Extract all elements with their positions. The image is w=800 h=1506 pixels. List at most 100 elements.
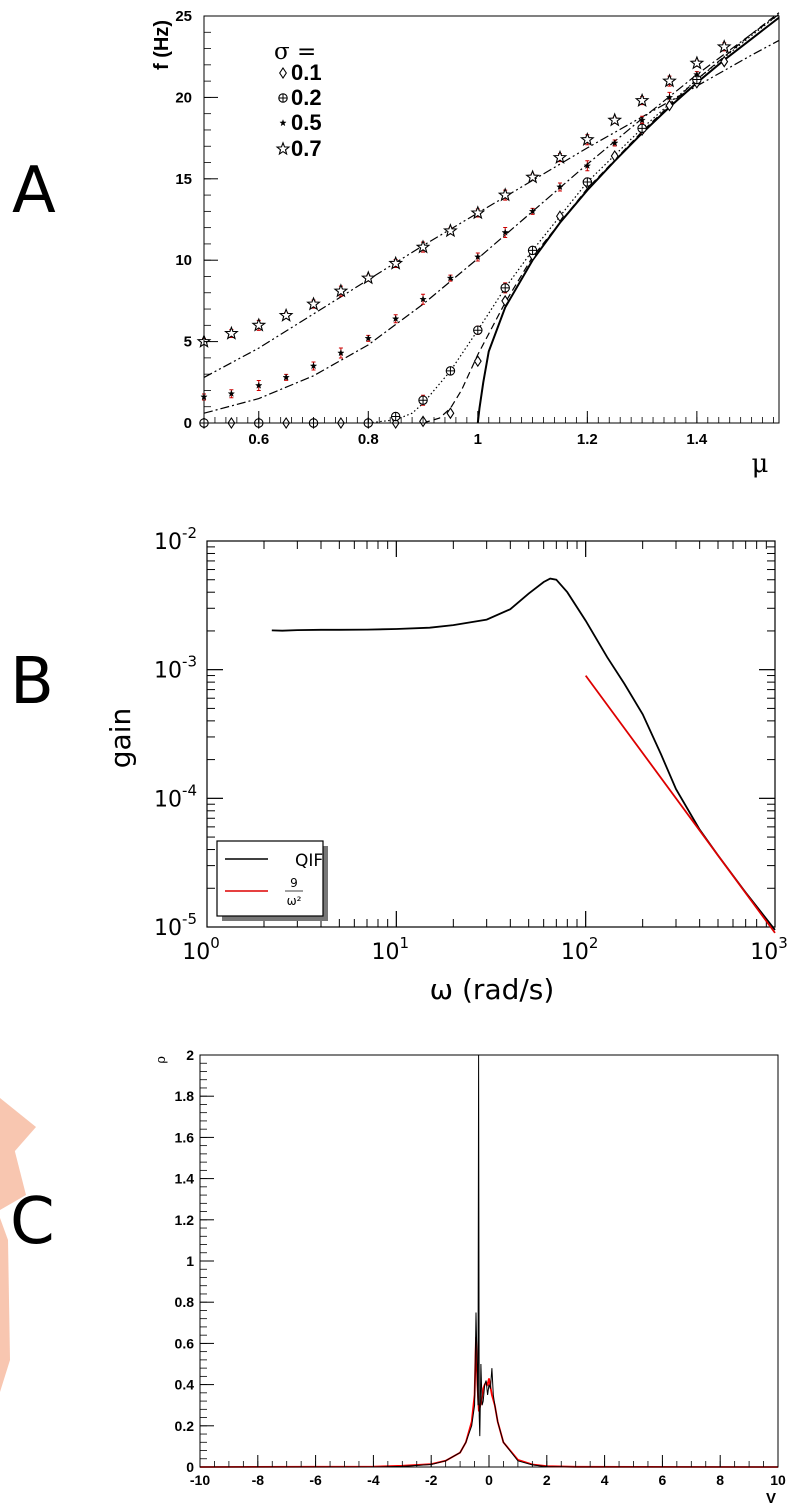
panel-a-ytick-label: 0 (184, 415, 192, 432)
panel-a-point-sigma-0.2 (418, 395, 428, 405)
panel-a-point-sigma-0.2 (692, 74, 702, 85)
panel-c-xtick-label: -2 (425, 1472, 438, 1488)
panel-a-xtick-label: 0.8 (358, 431, 379, 448)
panel-a-point-sigma-0.7 (470, 205, 486, 220)
panel-b-ytick-label: 10-4 (154, 781, 197, 812)
panel-c-xtick-label: -8 (252, 1472, 265, 1488)
panel-c-xtick-label: 6 (659, 1472, 667, 1488)
panel-a-legend-label: 0.5 (291, 110, 322, 135)
panel-a-theory-curve-dashdot (203, 13, 780, 414)
panel-a-point-sigma-0.7 (333, 283, 349, 298)
panel-c-chart: -10 -8 -6 -4 -2 0 2 4 6 8 10 0 0.2 0.4 0.6 0.8 1 1.2 1.4 1… (154, 1047, 786, 1506)
panel-a-point-sigma-0.2 (637, 123, 647, 134)
panel-b-series-qif (271, 577, 776, 931)
panel-a-point-sigma-0.5 (446, 274, 455, 282)
panel-a-point-sigma-0.5 (665, 93, 674, 101)
panel-c-ytick-label: 0.4 (175, 1377, 195, 1393)
panel-a-legend-label: 0.1 (291, 60, 322, 85)
panel-a-point-sigma-0.7 (251, 317, 267, 332)
panel-a-point-sigma-0.5 (391, 314, 400, 322)
panel-c-ytick-label: 0.6 (175, 1335, 195, 1351)
panel-label-b: B (10, 645, 54, 719)
panel-a-point-sigma-0.7 (634, 92, 650, 107)
panel-a-point-sigma-0.5 (364, 334, 372, 342)
panel-a-point-sigma-0.7 (224, 325, 239, 340)
decorative-shape-bottom (0, 1218, 10, 1392)
panel-a-point-sigma-0.7 (306, 296, 321, 311)
panel-a-theory-curve-dashed (422, 12, 780, 424)
panel-a-point-sigma-0.1 (665, 99, 674, 112)
tick-base: 10 (154, 787, 182, 812)
panel-a-point-sigma-0.2-cross (637, 124, 647, 133)
tick-base: 10 (750, 940, 778, 965)
panel-a-theory-curve-dashdotdot (203, 39, 780, 378)
panel-c-ytick-label: 1.8 (175, 1088, 195, 1104)
panel-a-point-sigma-0.7 (388, 255, 404, 270)
panel-a-legend: σ = 0.10.20.50.7 (274, 39, 322, 161)
panel-a-frame (203, 15, 780, 424)
panel-c-xtick-label: -6 (309, 1472, 322, 1488)
panel-b-xtick-label: 103 (750, 934, 788, 965)
panel-b-ylabel: gain (104, 708, 137, 768)
tick-exponent: 0 (210, 934, 220, 952)
panel-b-legend-fit-denominator: ω² (287, 894, 302, 908)
panel-a-point-sigma-0.7 (442, 223, 458, 238)
panel-c-xtick-label: 0 (485, 1472, 493, 1488)
panel-a-point-sigma-0.1 (720, 55, 729, 68)
panel-c-ytick-label: 0.8 (175, 1294, 195, 1310)
panel-a-point-sigma-0.5 (528, 207, 537, 215)
panel-c-xlabel: V (766, 1490, 776, 1506)
panel-c-ytick-label: 1.6 (175, 1129, 195, 1145)
panel-a-point-sigma-0.2 (582, 177, 593, 187)
panel-b-legend-label-qif: QIF (295, 851, 323, 871)
panel-a-point-sigma-0.2-cross (391, 412, 400, 421)
tick-base: 10 (154, 916, 182, 941)
panel-b-xlabel: ω (rad/s) (430, 973, 555, 1006)
panel-a-point-sigma-0.5 (419, 295, 427, 303)
panel-a-point-sigma-0.5 (638, 116, 646, 124)
panel-b-ytick-label: 10-5 (154, 910, 197, 941)
panel-a-point-sigma-0.2-cross (446, 366, 455, 376)
tick-exponent: 2 (589, 934, 599, 952)
panel-a-point-sigma-0.2 (390, 411, 401, 422)
panel-a-point-sigma-0.2-cross (528, 246, 537, 255)
panel-a-legend-marker (279, 119, 287, 127)
panel-a-point-sigma-0.2-cross (418, 396, 428, 405)
panel-c-ytick-label: 1 (186, 1253, 194, 1269)
panel-a-legend-label: 0.2 (291, 85, 322, 110)
panel-a-point-sigma-0.1 (555, 210, 564, 223)
panel-a-ylabel: f (Hz) (151, 20, 173, 70)
panel-b-ytick-label: 10-3 (154, 653, 197, 684)
panel-a-point-sigma-0.7 (579, 131, 595, 146)
panel-a-ytick-label: 20 (175, 89, 192, 106)
panel-a-point-sigma-0.2 (473, 325, 483, 335)
decorative-shape-middle (0, 1140, 26, 1210)
panel-a-point-sigma-0.5 (501, 228, 509, 236)
panel-a-point-sigma-0.7 (525, 169, 541, 184)
tick-exponent: -4 (182, 781, 197, 799)
panel-c-ytick-label: 1.2 (175, 1212, 195, 1228)
panel-a-point-sigma-0.2-cross (692, 75, 702, 84)
panel-b-legend-fit-numerator: 9 (290, 876, 298, 890)
panel-a-point-sigma-0.7 (607, 112, 623, 127)
panel-c-xtick-label: 8 (716, 1472, 724, 1488)
panel-label-a: A (12, 154, 56, 228)
panel-a-point-sigma-0.5 (474, 253, 482, 261)
panel-a-legend-marker-cross (278, 93, 288, 103)
tick-base: 10 (561, 940, 589, 965)
panel-a-point-sigma-0.1 (501, 294, 510, 307)
panel-a-xtick-label: 1.4 (686, 431, 708, 448)
panel-a-theory-curve-solid (476, 16, 780, 424)
panel-c-xtick-label: -10 (190, 1472, 210, 1488)
panel-a-point-sigma-0.5 (255, 381, 263, 389)
panel-c-xtick-label: 10 (770, 1472, 786, 1488)
panel-b-ytick-label: 10-2 (154, 524, 197, 555)
panel-a-legend-label: 0.7 (291, 136, 322, 161)
panel-a-point-sigma-0.5 (337, 349, 345, 357)
tick-base: 10 (154, 659, 182, 684)
panel-a-point-sigma-0.7 (497, 187, 513, 202)
panel-c-ytick-label: 1.4 (175, 1171, 195, 1187)
panel-b-legend-box (216, 840, 324, 917)
panel-a-point-sigma-0.2-cross (500, 283, 510, 293)
panel-a-point-sigma-0.5 (227, 389, 236, 397)
